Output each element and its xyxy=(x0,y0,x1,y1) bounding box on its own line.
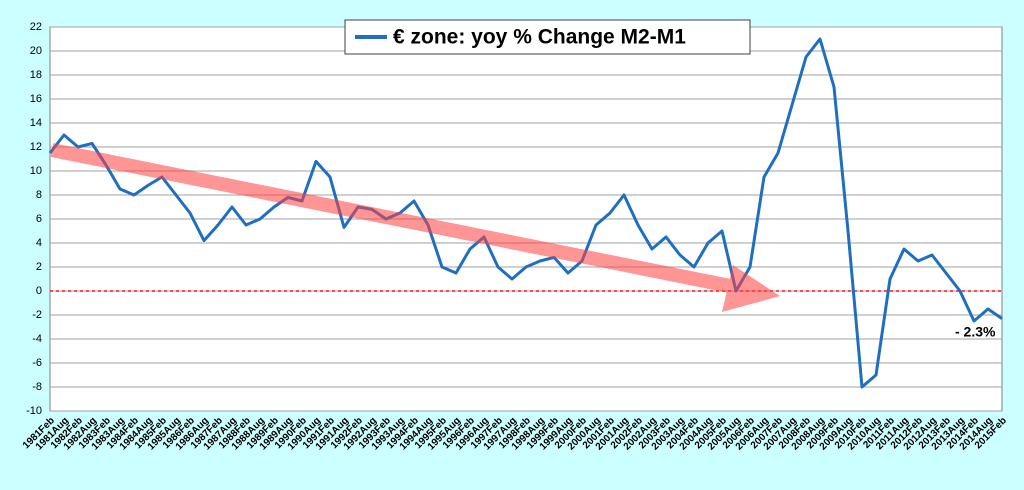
legend-box xyxy=(344,19,751,55)
y-tick-label: 12 xyxy=(30,141,42,153)
y-tick-label: 0 xyxy=(36,285,42,297)
y-tick-label: 10 xyxy=(30,165,42,177)
trend-arrow-head xyxy=(722,265,780,312)
y-tick-label: 22 xyxy=(30,21,42,33)
y-tick-label: 14 xyxy=(30,117,42,129)
y-tick-label: 16 xyxy=(30,93,42,105)
annotation: - 2.3% xyxy=(955,324,996,340)
trend-arrow-shaft xyxy=(50,143,742,295)
marks xyxy=(48,37,1003,389)
y-tick-label: -2 xyxy=(32,309,42,321)
legend-label: € zone: yoy % Change M2-M1 xyxy=(393,26,686,49)
data-line xyxy=(48,37,1003,389)
y-tick-label: -8 xyxy=(32,381,42,393)
y-tick-label: -6 xyxy=(32,357,42,369)
trend-arrow xyxy=(50,143,780,312)
y-tick-label: 8 xyxy=(36,189,42,201)
y-tick-label: 6 xyxy=(36,213,42,225)
y-tick-label: 4 xyxy=(36,237,42,249)
y-tick-label: 2 xyxy=(36,261,42,273)
y-tick-label: -10 xyxy=(26,405,42,417)
y-tick-label: 20 xyxy=(30,45,42,57)
y-tick-label: -4 xyxy=(32,333,42,345)
y-tick-label: 18 xyxy=(30,69,42,81)
